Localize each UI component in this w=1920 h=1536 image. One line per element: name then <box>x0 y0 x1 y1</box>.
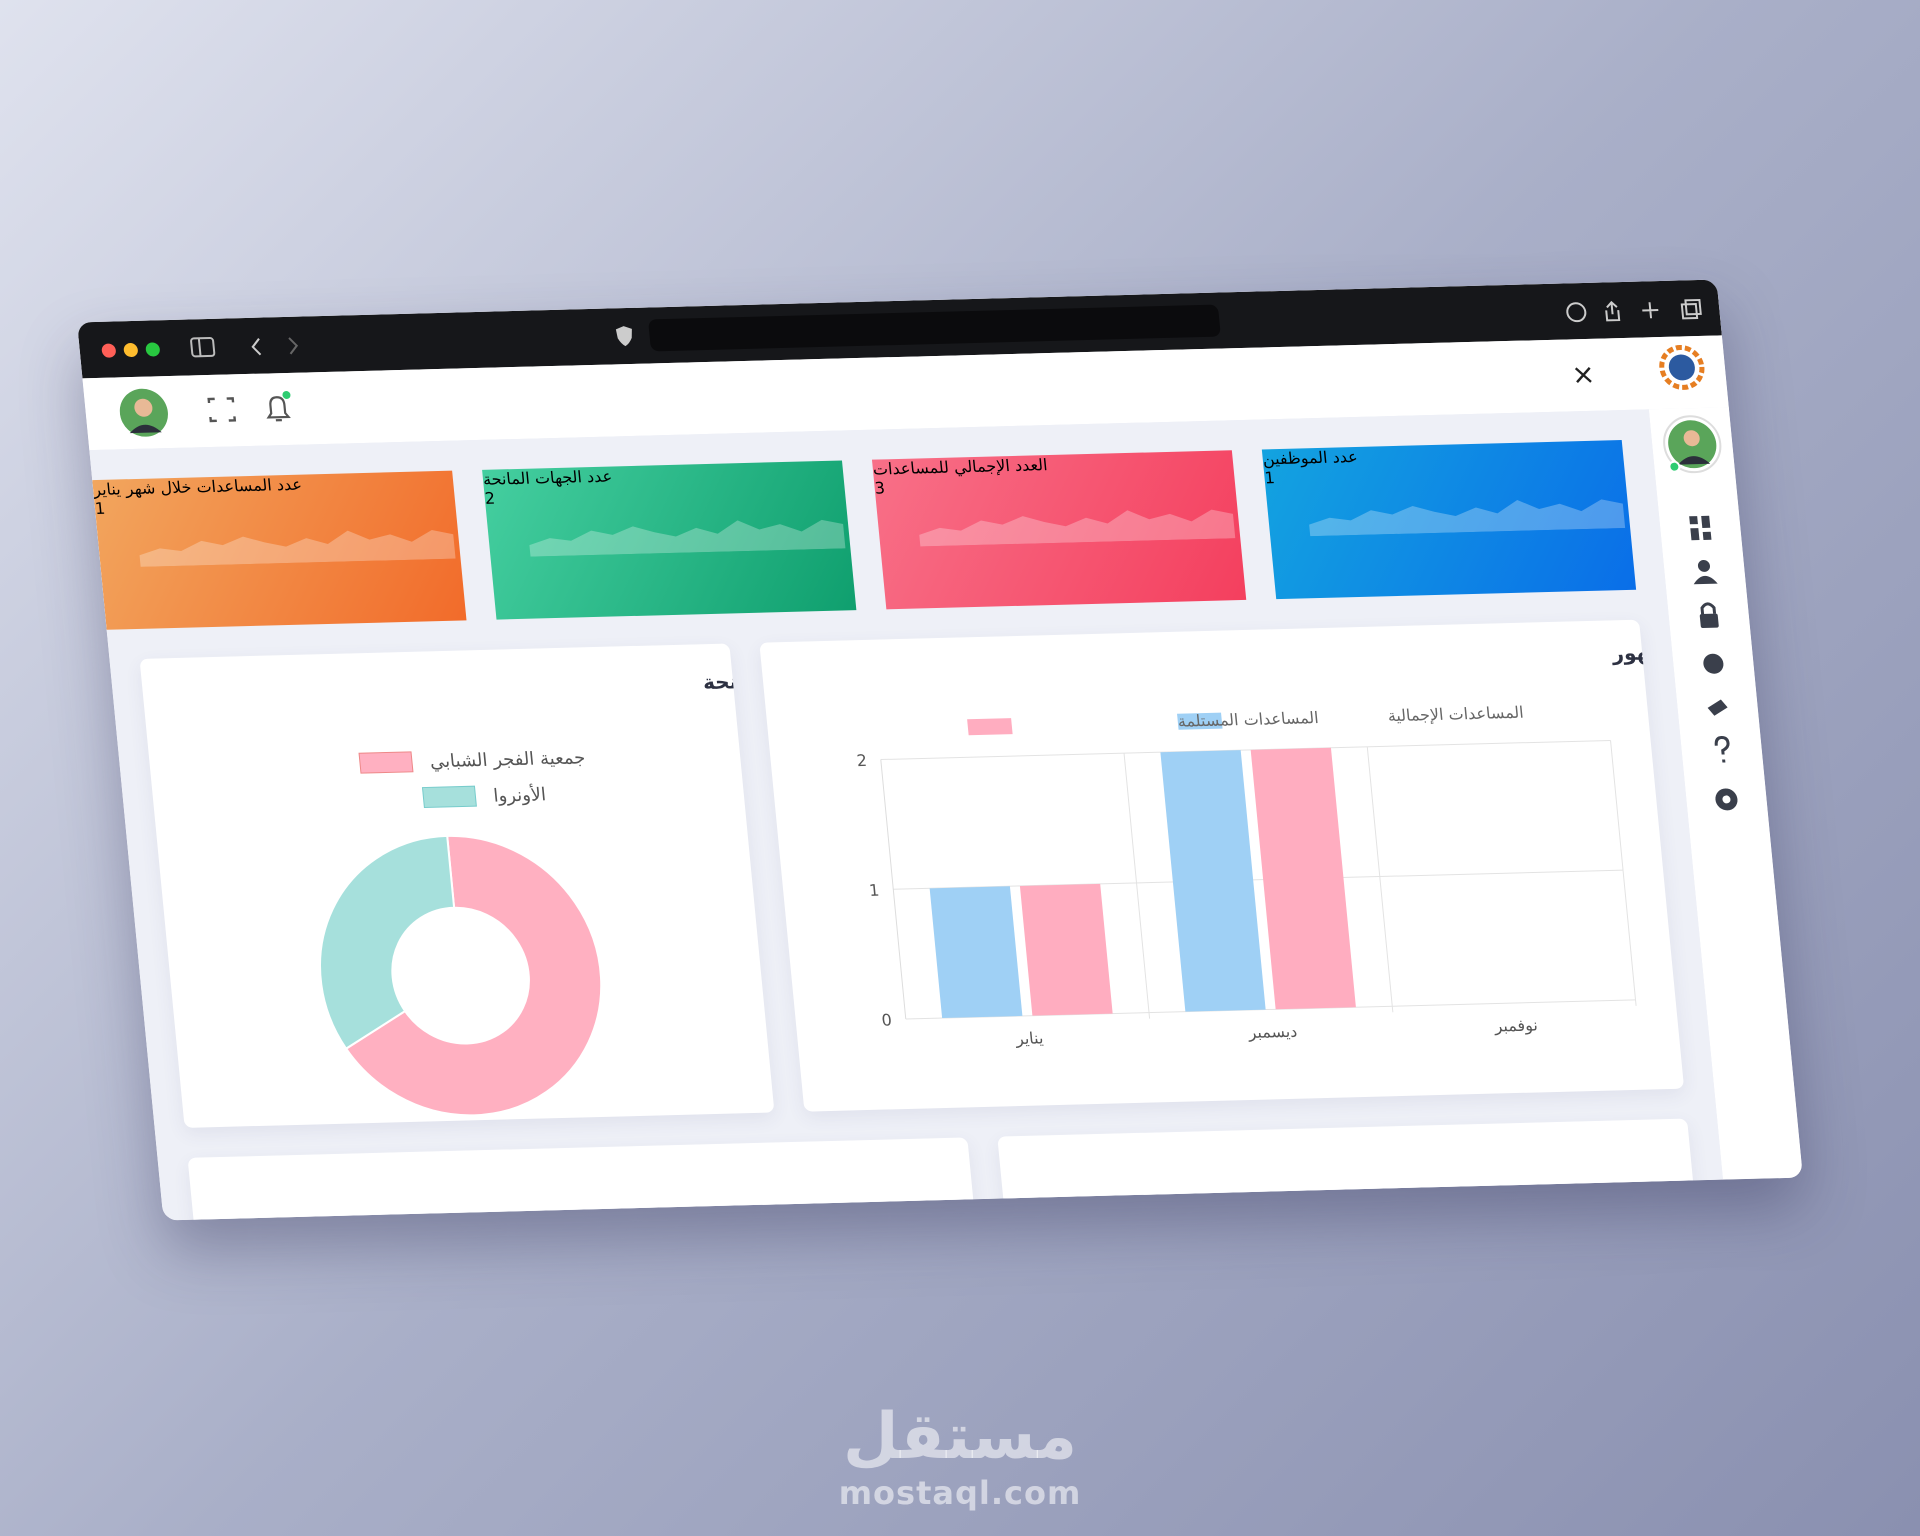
grid-line <box>880 739 1611 761</box>
logo <box>1659 344 1705 390</box>
sparkline-area <box>919 509 1236 547</box>
url-bar[interactable] <box>648 304 1221 352</box>
watermark-site: mostaql.com <box>838 1474 1082 1512</box>
sparkline-area <box>139 530 456 567</box>
top-icons[interactable] <box>117 382 342 442</box>
bar <box>1250 747 1356 1010</box>
watermark-logo: مستقل <box>842 1400 1078 1474</box>
stat-card: عدد المساعدات خلال شهر يناير 1 <box>92 470 467 630</box>
main-content: عدد الموظفين 1 العدد الإجمالي للمساعدات 3 عد… <box>89 409 1803 1221</box>
bar <box>1019 883 1113 1016</box>
y-tick-label: 1 <box>868 881 880 900</box>
title-bar <box>77 279 1722 379</box>
legend-label: جمعية الفجر الشبابي <box>429 747 586 772</box>
sidebar-icons[interactable] <box>1649 407 1777 908</box>
toolbar-icons[interactable] <box>1563 296 1705 326</box>
stat-cards: عدد الموظفين 1 العدد الإجمالي للمساعدات 3 عد… <box>92 440 1637 630</box>
legend-swatch <box>967 718 1013 736</box>
donut-slice <box>344 834 603 1117</box>
sparkline <box>1309 499 1626 537</box>
legend-label: الأونروا <box>492 783 547 806</box>
legend-swatch <box>358 751 414 774</box>
bar <box>929 886 1023 1019</box>
watermark: مستقل mostaql.com <box>0 1400 1920 1512</box>
shield-icon <box>615 326 632 347</box>
close-dot[interactable] <box>101 343 117 358</box>
grid-line <box>905 999 1636 1020</box>
legend-label: المساعدات الإجمالية <box>1387 703 1525 725</box>
sparkline <box>919 509 1236 547</box>
sparkline <box>529 519 846 557</box>
axis-line <box>880 759 907 1020</box>
bar-chart-panel: المساعدات المستلمة مقارنة بالمساعدات الإ… <box>759 619 1803 1112</box>
legend-swatch <box>1177 712 1223 730</box>
sparkline-area <box>529 519 846 557</box>
legend-label: المساعدات المستلمة <box>1177 708 1320 731</box>
grid-line <box>893 869 1624 890</box>
close-button[interactable] <box>1570 363 1596 388</box>
sparkline <box>139 530 456 567</box>
grid-line <box>1366 746 1394 1013</box>
lower-panel <box>187 1137 987 1221</box>
stat-card: عدد الموظفين 1 <box>1261 440 1637 600</box>
lower-panel <box>997 1118 1707 1221</box>
y-tick-label: 2 <box>856 751 868 770</box>
sidebar <box>1647 407 1803 1180</box>
stat-card: عدد الجهات المانحة 2 <box>482 460 857 620</box>
x-tick-label: نوفمبر <box>1493 1015 1539 1036</box>
x-tick-label: يناير <box>1014 1028 1044 1049</box>
top-bar <box>82 335 1729 452</box>
nav-icons[interactable] <box>189 330 391 361</box>
donut-slice <box>319 834 456 1051</box>
legend-swatch <box>421 785 477 809</box>
browser-window: عدد الموظفين 1 العدد الإجمالي للمساعدات 3 عد… <box>77 279 1803 1221</box>
bar <box>1160 750 1266 1012</box>
sparkline-area <box>1309 499 1626 537</box>
x-tick-label: ديسمبر <box>1247 1022 1299 1043</box>
bar-chart: المساعدات المستلمة مقارنة بالمساعدات الإ… <box>856 624 1803 1049</box>
grid-line <box>1123 753 1151 1019</box>
y-tick-label: 0 <box>881 1010 893 1029</box>
stat-card: العدد الإجمالي للمساعدات 3 <box>871 450 1247 610</box>
grid-line <box>1610 740 1637 1006</box>
minimize-dot[interactable] <box>123 342 139 358</box>
zoom-dot[interactable] <box>145 342 161 357</box>
